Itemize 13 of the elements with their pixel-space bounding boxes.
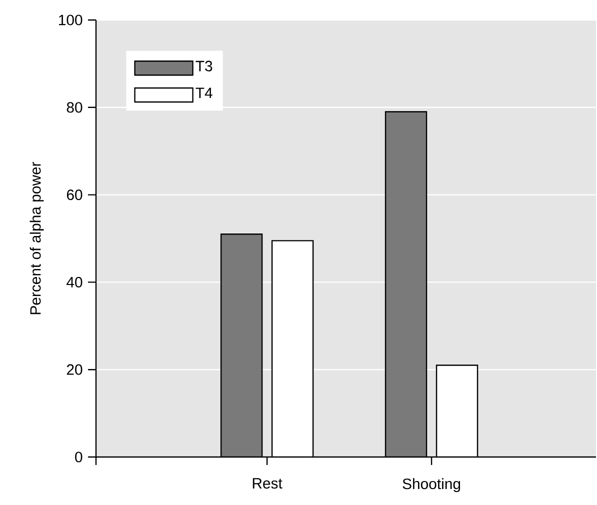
- y-axis-title: Percent of alpha power: [30, 162, 44, 314]
- bar: [221, 234, 262, 457]
- y-tick-label: 40: [66, 276, 82, 288]
- legend-label: T4: [196, 88, 212, 98]
- y-tick-label: 80: [66, 102, 82, 113]
- y-tick-label: 100: [59, 14, 82, 26]
- bar: [384, 111, 428, 457]
- x-tick-label: Shooting: [402, 478, 460, 492]
- y-tick-label: 0: [75, 452, 82, 462]
- y-tick-label: 20: [66, 364, 82, 375]
- y-tick-label: 60: [66, 190, 82, 200]
- x-tick-label: Rest: [252, 478, 282, 489]
- legend-label: T3: [196, 60, 212, 72]
